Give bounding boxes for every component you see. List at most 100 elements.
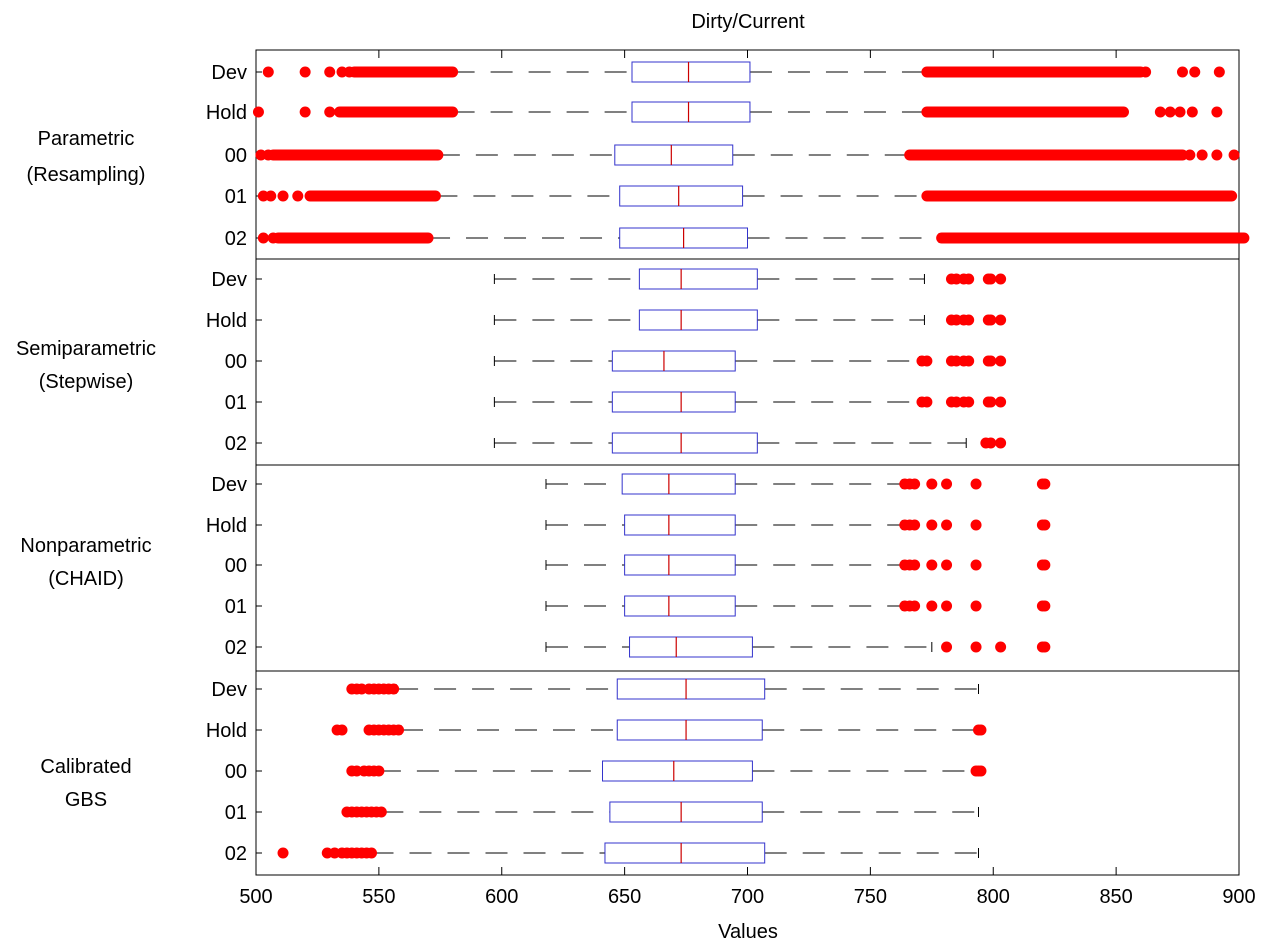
- box-row: 01: [225, 595, 1051, 618]
- group-0: Parametric (Resampling) Dev Hold 00 01 02: [27, 61, 1250, 250]
- outlier-point: [995, 355, 1007, 367]
- iqr-box: [638, 268, 758, 290]
- group-label: (Resampling): [27, 164, 146, 186]
- outlier-cluster: [272, 232, 434, 244]
- outlier-point: [941, 600, 953, 612]
- iqr-box: [624, 595, 736, 617]
- row-label: 00: [225, 555, 247, 577]
- group-label: Calibrated: [40, 756, 131, 778]
- row-label: Dev: [211, 269, 247, 291]
- outlier-point: [1189, 66, 1201, 78]
- outlier-cluster: [904, 149, 1188, 161]
- outlier-point: [995, 273, 1007, 285]
- box-row: Hold: [206, 101, 1223, 124]
- box-row: 01: [225, 801, 980, 824]
- group-1: Semiparametric (Stepwise) Dev Hold 00 01 02: [16, 268, 1007, 455]
- group-label: (CHAID): [48, 568, 124, 590]
- outlier-point: [265, 190, 277, 202]
- outlier-point: [1184, 149, 1196, 161]
- outlier-point: [921, 355, 933, 367]
- outlier-point: [909, 600, 921, 612]
- group-label: (Stepwise): [39, 371, 133, 393]
- iqr-box: [611, 391, 736, 413]
- iqr-box: [631, 101, 751, 123]
- iqr-box: [619, 185, 744, 207]
- outlier-point: [909, 559, 921, 571]
- outlier-point: [324, 106, 336, 118]
- outlier-point: [963, 396, 975, 408]
- outlier-cluster: [936, 232, 1250, 244]
- outlier-cluster: [304, 190, 441, 202]
- outlier-point: [299, 66, 311, 78]
- box-row: 02: [225, 636, 1051, 659]
- outlier-point: [1196, 149, 1208, 161]
- outlier-point: [1039, 641, 1051, 653]
- x-axis-label: Values: [718, 921, 778, 943]
- x-tick-label: 900: [1222, 886, 1255, 908]
- box-row: 01: [225, 185, 1238, 208]
- outlier-point: [909, 478, 921, 490]
- iqr-box: [611, 350, 736, 372]
- outlier-point: [366, 847, 378, 859]
- iqr-box: [631, 61, 751, 83]
- outlier-cluster: [921, 66, 1147, 78]
- outlier-cluster: [348, 66, 459, 78]
- outlier-cluster: [267, 149, 444, 161]
- x-tick-label: 850: [1099, 886, 1132, 908]
- outlier-point: [985, 314, 997, 326]
- row-label: 00: [225, 351, 247, 373]
- x-tick-label: 700: [731, 886, 764, 908]
- outlier-point: [1039, 559, 1051, 571]
- row-label: 02: [225, 843, 247, 865]
- box-row: 02: [225, 227, 1250, 250]
- row-label: Hold: [206, 515, 247, 537]
- iqr-box: [629, 636, 753, 658]
- outlier-point: [277, 190, 289, 202]
- group-label: Parametric: [38, 128, 135, 150]
- outlier-point: [1039, 478, 1051, 490]
- box-row: 00: [225, 350, 1007, 373]
- iqr-box: [616, 719, 763, 741]
- outlier-point: [292, 190, 304, 202]
- outlier-point: [1213, 66, 1225, 78]
- row-label: 01: [225, 596, 247, 618]
- box-row: Dev: [211, 61, 1225, 84]
- x-tick-label: 800: [977, 886, 1010, 908]
- outlier-point: [1039, 600, 1051, 612]
- box-row: Dev: [211, 473, 1051, 496]
- outlier-point: [388, 683, 400, 695]
- iqr-box: [621, 473, 736, 495]
- group-label: GBS: [65, 789, 107, 811]
- box-row: 01: [225, 391, 1007, 414]
- row-label: Hold: [206, 720, 247, 742]
- outlier-point: [1164, 106, 1176, 118]
- outlier-point: [299, 106, 311, 118]
- outlier-point: [1174, 106, 1186, 118]
- chart-title: Dirty/Current: [691, 11, 805, 33]
- box-row: Hold: [206, 719, 987, 742]
- row-label: 02: [225, 228, 247, 250]
- outlier-point: [995, 641, 1007, 653]
- group-label: Nonparametric: [20, 535, 151, 557]
- outlier-cluster: [921, 106, 1129, 118]
- outlier-point: [257, 232, 269, 244]
- iqr-box: [624, 514, 736, 536]
- outlier-point: [963, 355, 975, 367]
- iqr-box: [609, 801, 763, 823]
- outlier-point: [926, 478, 938, 490]
- box-row: Hold: [206, 309, 1007, 332]
- x-tick-label: 600: [485, 886, 518, 908]
- row-label: Hold: [206, 310, 247, 332]
- x-tick-label: 550: [362, 886, 395, 908]
- x-tick-label: 650: [608, 886, 641, 908]
- plot-area: 500 550 600 650 700 750 800 850 900 Parametric (Re…: [16, 49, 1256, 908]
- plot-frame: [255, 49, 1240, 876]
- box-row: 02: [225, 842, 980, 865]
- outlier-point: [970, 600, 982, 612]
- outlier-point: [985, 355, 997, 367]
- outlier-point: [975, 724, 987, 736]
- outlier-point: [941, 478, 953, 490]
- outlier-point: [926, 559, 938, 571]
- outlier-point: [1211, 106, 1223, 118]
